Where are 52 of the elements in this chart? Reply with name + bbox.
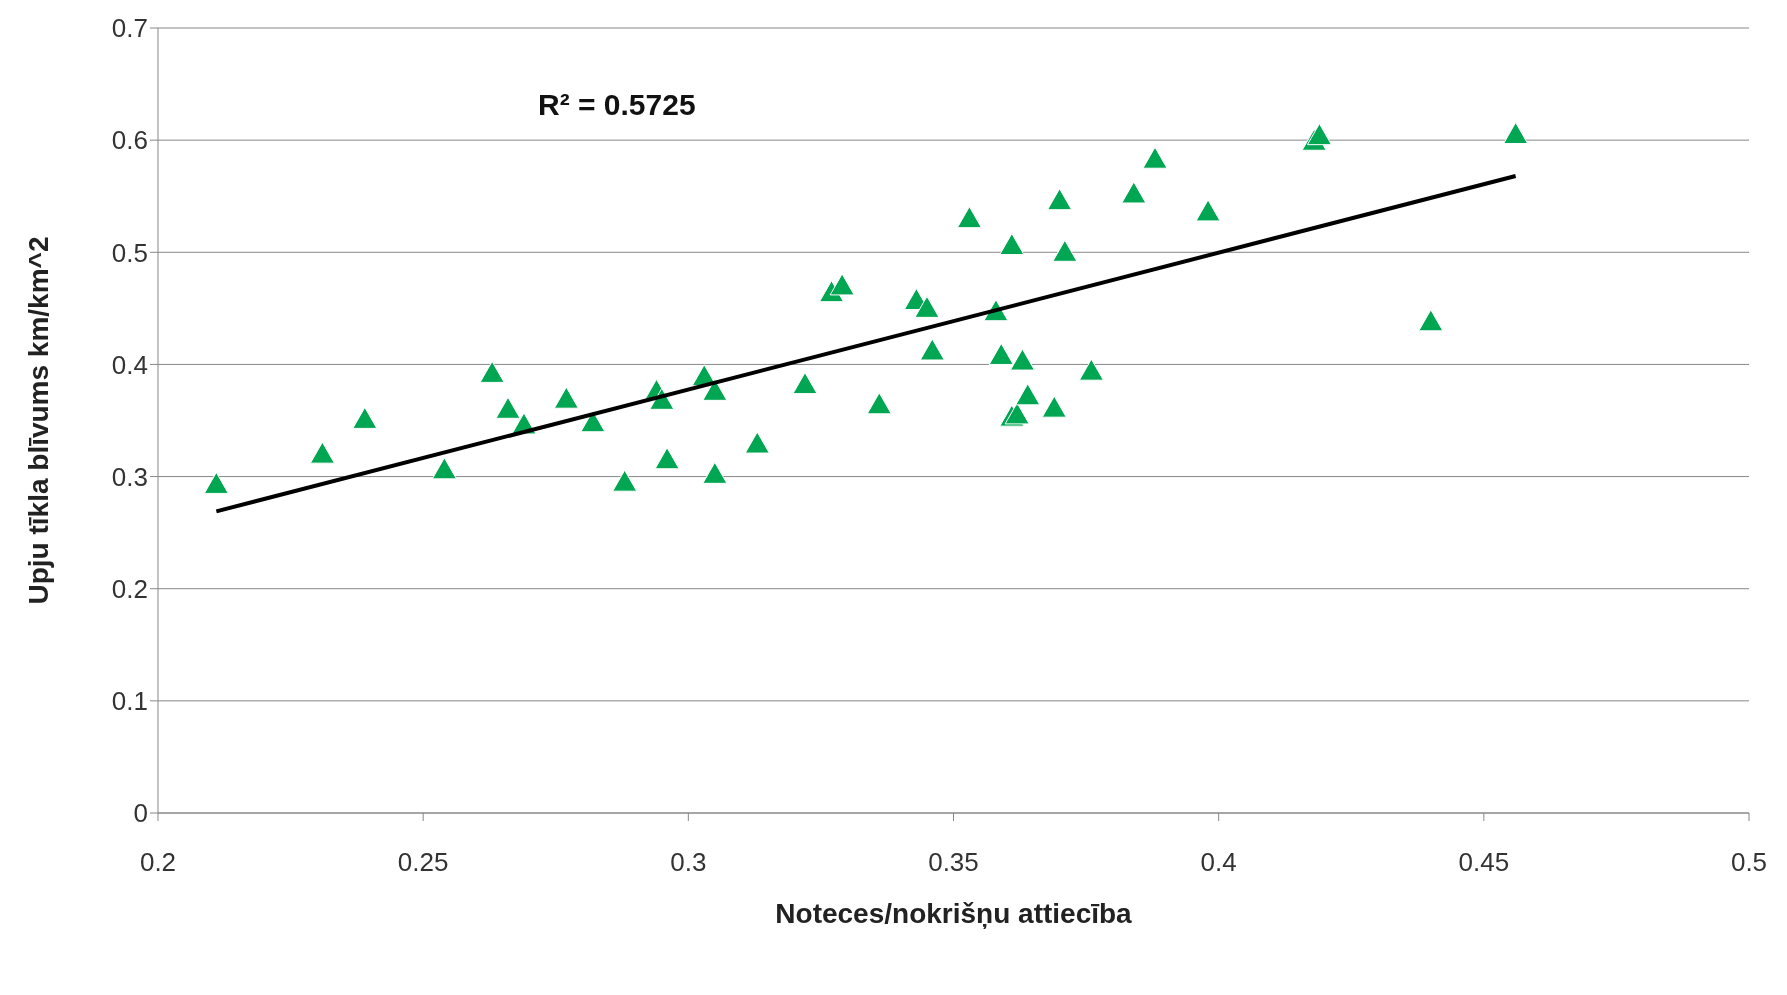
x-axis-title: Noteces/nokrišņu attiecība <box>775 898 1133 929</box>
x-tick-label: 0.4 <box>1200 847 1237 878</box>
point <box>1306 123 1332 146</box>
point <box>1041 395 1067 418</box>
point <box>914 295 940 318</box>
point <box>495 396 521 419</box>
point <box>309 441 335 464</box>
annotation: R² = 0.5725 <box>538 88 696 122</box>
point <box>1503 122 1529 145</box>
point <box>988 342 1014 365</box>
y-tick-label: 0.4 <box>111 349 148 380</box>
point <box>919 338 945 361</box>
point <box>1009 348 1035 371</box>
point <box>431 457 457 480</box>
point <box>654 447 680 470</box>
x-tick-label: 0.35 <box>928 847 979 878</box>
y-tick-label: 0.1 <box>111 686 148 717</box>
x-tick-label: 0.25 <box>397 847 449 878</box>
point <box>702 378 728 401</box>
point <box>999 233 1025 256</box>
point <box>580 410 606 433</box>
x-tick-label: 0.3 <box>670 847 707 878</box>
point <box>829 273 855 296</box>
x-tick-label: 0.45 <box>1458 847 1510 878</box>
x-tick-label: 0.2 <box>139 847 177 878</box>
point <box>1418 309 1444 332</box>
point <box>553 386 579 409</box>
point <box>1052 239 1078 262</box>
point <box>1047 188 1073 211</box>
point <box>1015 383 1041 406</box>
y-axis-title: Upju tīkla blīvums km/km^2 <box>22 236 54 605</box>
point <box>1195 199 1221 222</box>
point <box>612 469 638 492</box>
y-tick-label: 0.6 <box>111 125 148 156</box>
x-tick-label: 0.5 <box>1730 847 1768 878</box>
point <box>1078 358 1104 381</box>
point <box>1142 146 1168 169</box>
point <box>479 360 505 383</box>
point <box>792 372 818 395</box>
y-tick-label: 0.3 <box>111 461 148 492</box>
point <box>956 206 982 229</box>
point <box>702 461 728 484</box>
point <box>866 392 892 415</box>
y-tick-label: 0.5 <box>111 237 148 268</box>
point <box>352 406 378 429</box>
point <box>744 431 770 454</box>
y-tick-label: 0 <box>133 798 148 829</box>
point <box>1004 402 1030 425</box>
point <box>1121 181 1147 204</box>
y-tick-label: 0.2 <box>111 573 148 604</box>
y-tick-label: 0.7 <box>111 13 148 44</box>
point <box>203 471 229 494</box>
